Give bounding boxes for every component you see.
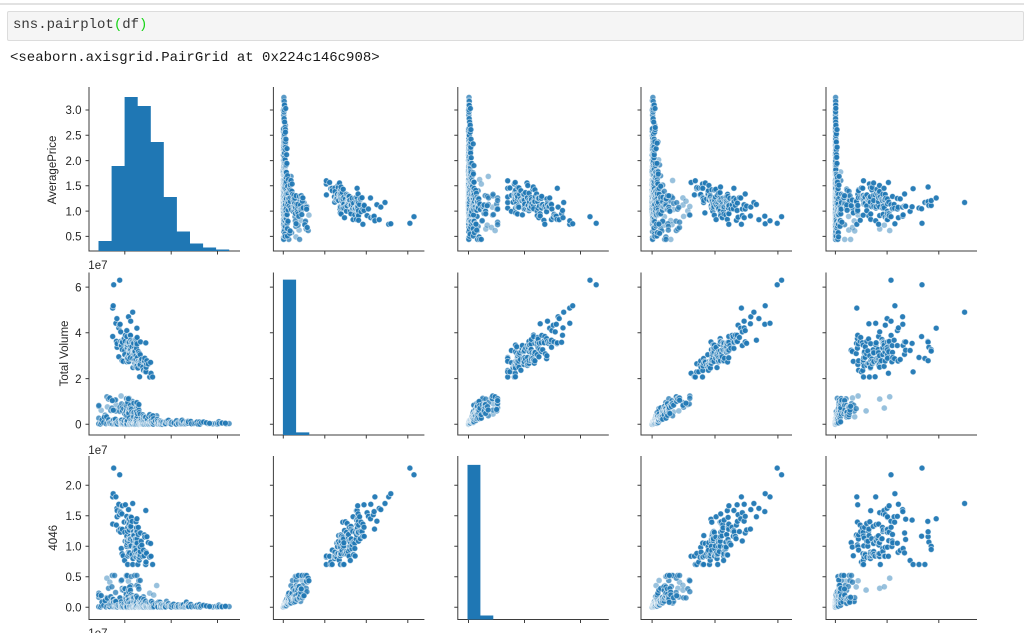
svg-text:3.0: 3.0	[66, 105, 82, 117]
svg-text:0.0: 0.0	[66, 602, 82, 614]
svg-text:2.0: 2.0	[66, 156, 82, 168]
svg-text:1e7: 1e7	[88, 628, 107, 633]
svg-text:1.0: 1.0	[66, 541, 82, 553]
svg-text:2.0: 2.0	[66, 480, 82, 492]
svg-text:4046: 4046	[48, 525, 60, 551]
svg-text:1.5: 1.5	[66, 181, 82, 193]
svg-text:0: 0	[75, 420, 81, 432]
svg-text:6: 6	[75, 282, 81, 294]
svg-text:0.5: 0.5	[66, 572, 82, 584]
svg-text:1e7: 1e7	[88, 260, 107, 272]
svg-text:Total Volume: Total Volume	[59, 321, 71, 387]
svg-text:1.0: 1.0	[66, 206, 82, 218]
svg-text:4: 4	[75, 328, 82, 340]
svg-text:AveragePrice: AveragePrice	[47, 136, 59, 205]
svg-text:0.5: 0.5	[66, 232, 82, 244]
svg-text:1e7: 1e7	[88, 445, 107, 457]
svg-text:1.5: 1.5	[66, 511, 82, 523]
svg-text:2.5: 2.5	[66, 131, 82, 143]
svg-text:2: 2	[75, 374, 81, 386]
